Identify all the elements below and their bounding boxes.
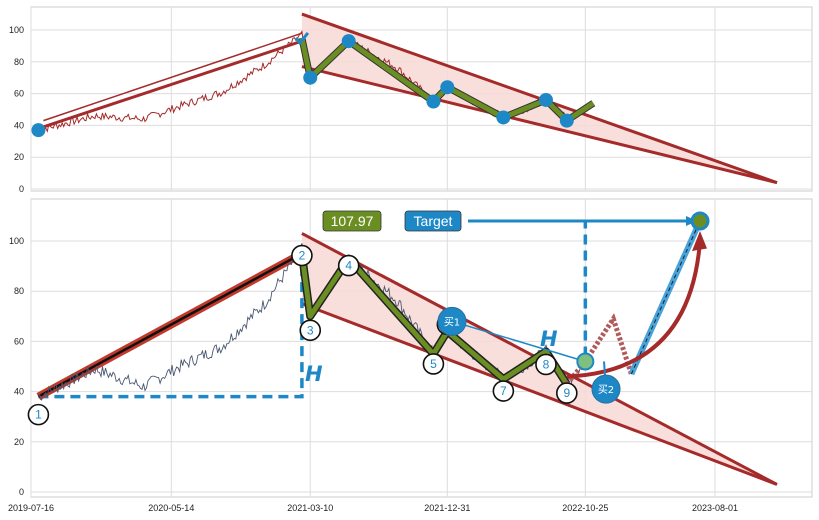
top-y-tick-label: 20 bbox=[14, 152, 24, 162]
pivot-circle-8 bbox=[535, 353, 557, 376]
x-tick-label: 2022-10-25 bbox=[562, 503, 608, 513]
pivot-circle-5 bbox=[422, 353, 445, 375]
buy1-circle bbox=[437, 306, 467, 336]
pivot-label-4: 4 bbox=[337, 254, 360, 277]
pivot-label-9: 9 bbox=[556, 382, 578, 404]
bottom-rising-leg-inner bbox=[37, 252, 303, 398]
pivot-number-1: 1 bbox=[35, 408, 42, 422]
pivot-label-8: 8 bbox=[535, 353, 557, 376]
top-y-tick-label: 80 bbox=[14, 57, 24, 67]
pivot-number-2: 2 bbox=[299, 249, 306, 263]
pivot-circle-2 bbox=[291, 244, 313, 267]
buy1-connector bbox=[451, 320, 586, 363]
top-check-marker bbox=[294, 32, 310, 46]
top-pivot-marker bbox=[559, 113, 574, 128]
buy1-text: 买1 bbox=[444, 316, 460, 328]
x-tick-label: 2023-08-01 bbox=[692, 503, 738, 513]
top-pivot-marker bbox=[341, 34, 356, 49]
top-pivot-marker bbox=[440, 80, 455, 95]
projection-to-target bbox=[628, 219, 703, 376]
price-label-box: 107.97 bbox=[322, 210, 382, 232]
pivot-circle-3 bbox=[299, 319, 322, 342]
pivot-circle-9 bbox=[556, 382, 578, 404]
breakout-point-marker bbox=[576, 352, 595, 371]
pivot-label-2: 2 bbox=[291, 244, 313, 267]
top-pivot-marker bbox=[426, 94, 441, 109]
bottom-y-tick-label: 100 bbox=[9, 236, 24, 246]
pivot-label-1: 1 bbox=[27, 403, 50, 426]
curved-target-arrow bbox=[566, 240, 702, 379]
height-label-left: H bbox=[305, 362, 323, 386]
top-lower-trendline bbox=[301, 65, 778, 185]
top-y-tick-label: 0 bbox=[19, 184, 24, 194]
bottom-lower-trendline bbox=[301, 302, 778, 486]
bottom-y-tick-label: 20 bbox=[14, 437, 24, 447]
height-label-right: H bbox=[540, 327, 558, 351]
top-pivot-marker bbox=[496, 110, 511, 125]
pivot-circle-4 bbox=[337, 254, 360, 277]
pivot-number-8: 8 bbox=[543, 357, 550, 371]
target-label-text: Target bbox=[414, 213, 453, 229]
pivot-circle-7 bbox=[492, 380, 515, 402]
top-rising-line bbox=[37, 39, 303, 131]
pivot-circle-1 bbox=[27, 403, 50, 426]
buy2-marker: 买2 bbox=[591, 374, 621, 404]
top-y-tick-label: 100 bbox=[9, 25, 24, 35]
bottom-y-tick-label: 40 bbox=[14, 387, 24, 397]
height-measure-left bbox=[38, 253, 304, 399]
pivot-label-3: 3 bbox=[299, 319, 322, 342]
buy1-marker: 买1 bbox=[437, 306, 467, 336]
target-label-box: Target bbox=[404, 210, 462, 232]
buy2-circle bbox=[591, 374, 621, 404]
bottom-zigzag bbox=[299, 253, 569, 386]
x-tick-label: 2020-05-14 bbox=[148, 503, 194, 513]
price-label-text: 107.97 bbox=[331, 213, 374, 229]
top-y-tick-label: 40 bbox=[14, 120, 24, 130]
pivot-number-5: 5 bbox=[430, 357, 437, 371]
top-pivot-marker bbox=[31, 123, 46, 138]
x-tick-label: 2021-12-31 bbox=[424, 503, 470, 513]
top-pivot-marker bbox=[538, 92, 553, 107]
pivot-label-7: 7 bbox=[492, 380, 515, 402]
top-pivot-marker bbox=[303, 70, 318, 85]
target-point-marker bbox=[690, 211, 710, 231]
buy2-text: 买2 bbox=[598, 384, 614, 396]
top-rising-line-thin bbox=[43, 32, 303, 122]
pivot-number-4: 4 bbox=[345, 259, 352, 273]
x-tick-label: 2021-03-10 bbox=[287, 503, 333, 513]
bottom-y-tick-label: 60 bbox=[14, 336, 24, 346]
pivot-number-3: 3 bbox=[307, 323, 314, 337]
curved-arrow-head bbox=[692, 230, 707, 252]
pivot-number-7: 7 bbox=[500, 384, 507, 398]
pivot-number-9: 9 bbox=[563, 386, 570, 400]
pivot-label-5: 5 bbox=[422, 353, 445, 375]
bottom-y-tick-label: 80 bbox=[14, 286, 24, 296]
bottom-y-tick-label: 0 bbox=[19, 487, 24, 497]
x-tick-label: 2019-07-16 bbox=[8, 503, 54, 513]
top-y-tick-label: 60 bbox=[14, 89, 24, 99]
